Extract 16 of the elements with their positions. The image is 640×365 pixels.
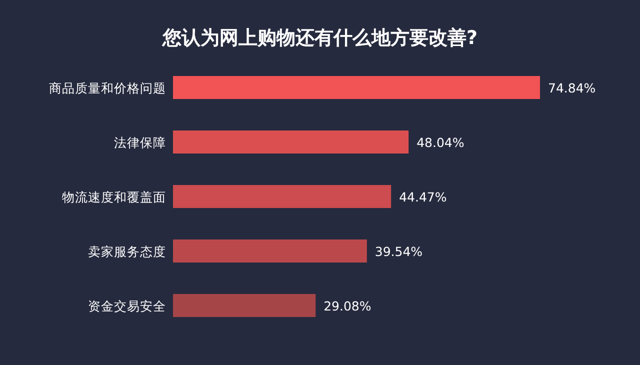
bar [173, 76, 540, 99]
data-label: 39.54% [374, 244, 423, 259]
y-tick-label: 法律保障 [114, 135, 166, 150]
bar [173, 294, 316, 317]
bar [173, 185, 392, 208]
y-tick-label: 资金交易安全 [88, 298, 166, 314]
data-label: 29.08% [324, 298, 372, 314]
data-label: 44.47% [399, 190, 447, 204]
bar [173, 130, 409, 154]
y-tick-label: 卖家服务态度 [88, 244, 166, 259]
data-label: 74.84% [548, 80, 596, 96]
chart-title: 您认为网上购物还有什么地方要改善? [161, 27, 478, 49]
data-label: 48.04% [416, 135, 464, 150]
y-tick-label: 物流速度和覆盖面 [62, 190, 166, 204]
bar [173, 240, 367, 262]
y-tick-label: 商品质量和价格问题 [49, 80, 166, 96]
